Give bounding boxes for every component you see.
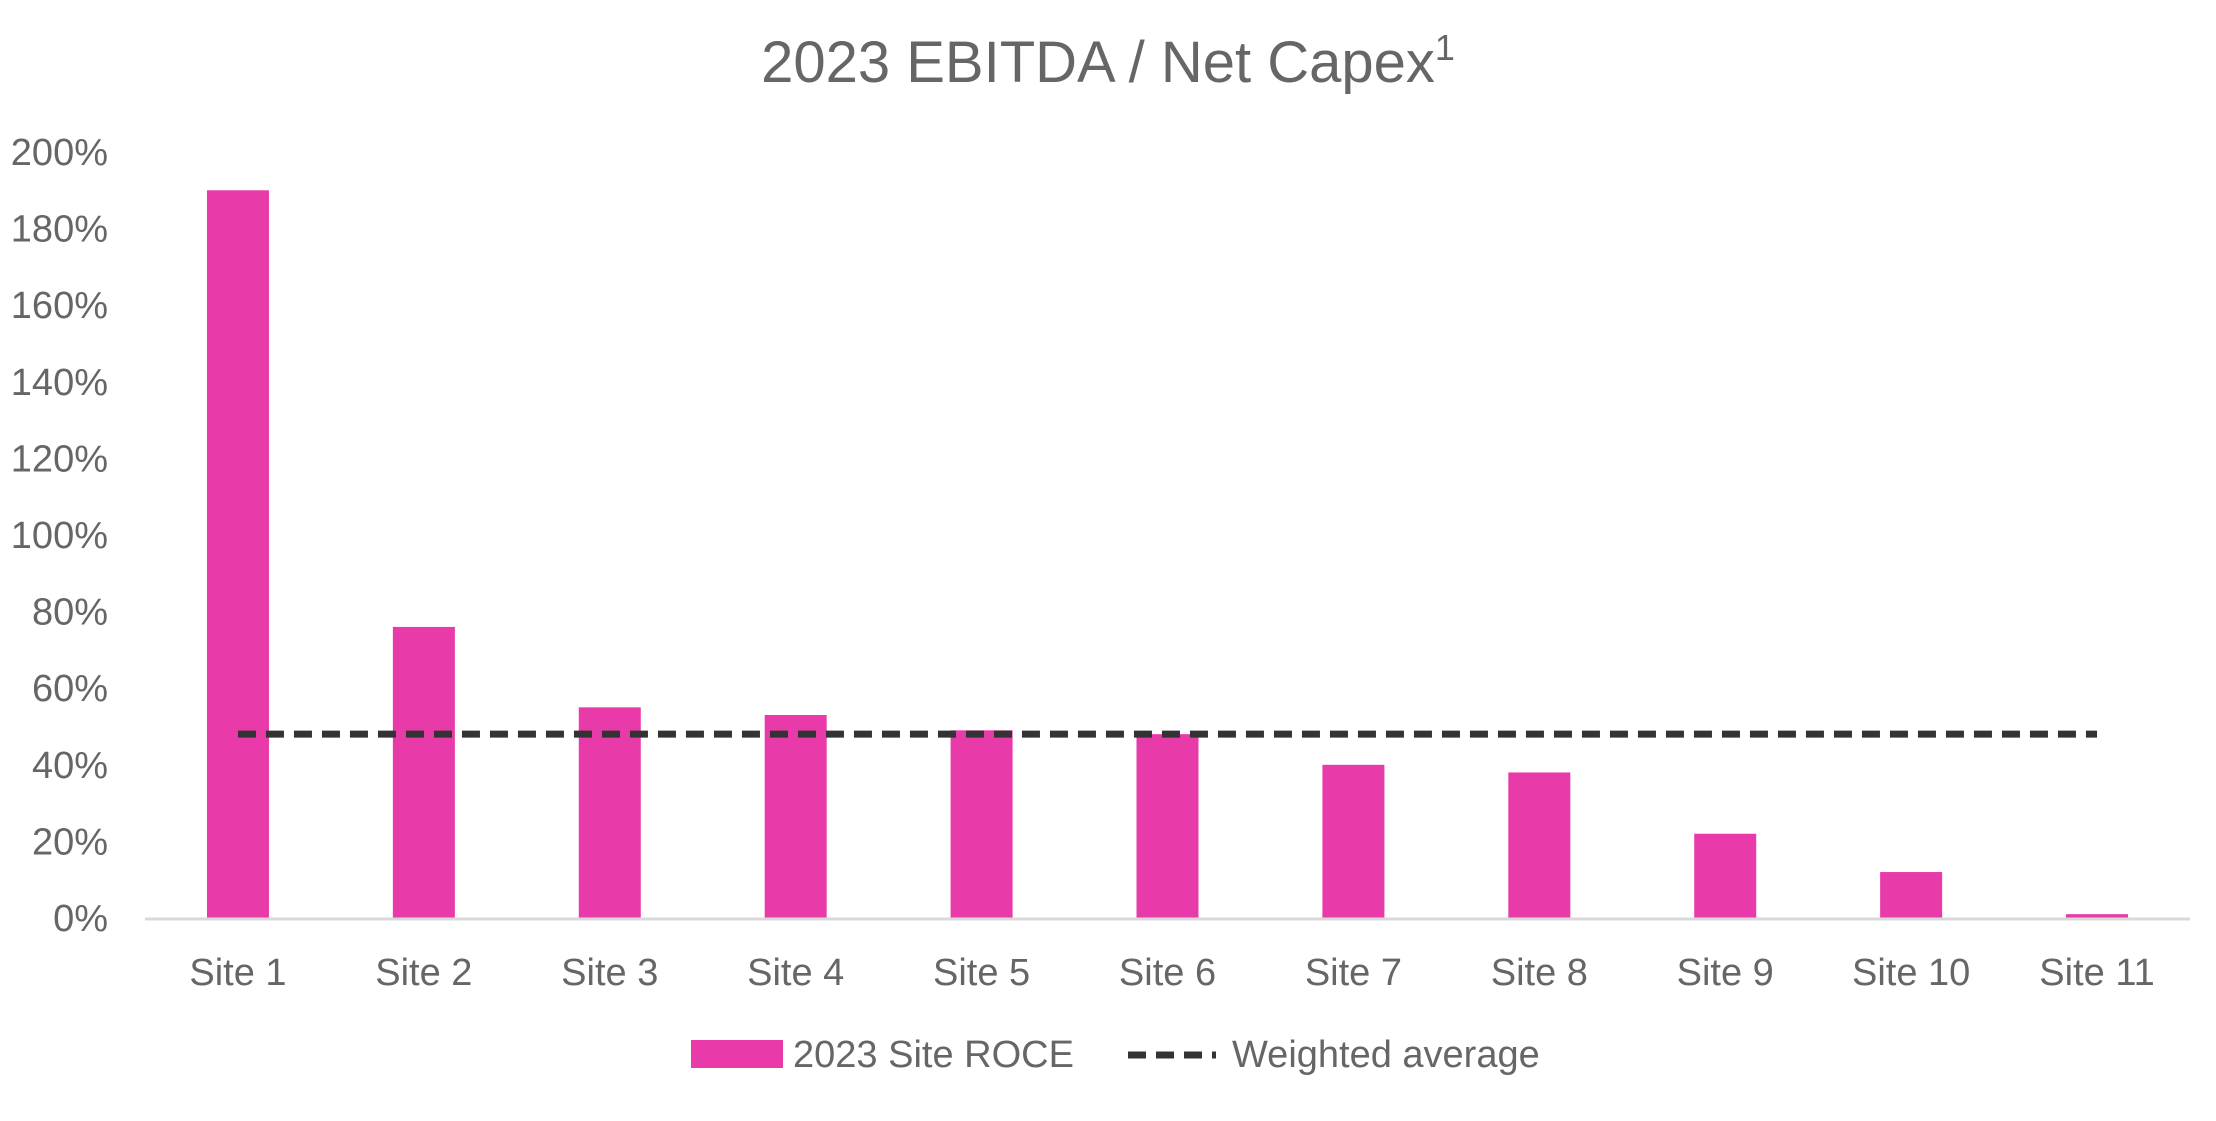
bar [392,626,455,918]
legend-bar-swatch [691,1040,783,1068]
bar [1322,764,1385,918]
bar [764,715,827,918]
y-tick-label: 200% [11,132,108,174]
chart-title-text: 2023 EBITDA / Net Capex [761,30,1435,95]
chart-title-superscript: 1 [1435,27,1455,68]
bar [206,190,269,919]
y-tick-label: 60% [32,668,108,710]
bar [578,707,641,918]
y-tick-label: 80% [32,592,108,634]
x-axis-ticks: Site 1 Site 2 Site 3 Site 4 Site 5 Site 6 Site… [189,952,2154,994]
y-tick-label: 180% [11,209,108,251]
bar [2066,914,2129,918]
legend-bar-label: 2023 Site ROCE [793,1034,1074,1076]
y-tick-label: 20% [32,821,108,863]
x-tick-label: Site 6 [1119,952,1216,994]
y-tick-label: 0% [53,898,108,940]
x-tick-label: Site 11 [2039,952,2154,994]
x-tick-label: Site 8 [1491,952,1588,994]
x-tick-label: Site 10 [1852,952,1970,994]
x-tick-label: Site 3 [561,952,658,994]
x-tick-label: Site 4 [747,952,844,994]
x-tick-label: Site 7 [1305,952,1402,994]
y-tick-label: 100% [11,515,108,557]
x-tick-label: Site 5 [933,952,1030,994]
y-tick-label: 40% [32,745,108,787]
bar [1136,734,1199,918]
y-axis-ticks: 0% 20% 40% 60% 80% 100% 120% 140% 160% 180% 200% [11,132,108,940]
y-tick-label: 120% [11,438,108,480]
bars [206,190,2129,919]
x-tick-label: Site 2 [375,952,472,994]
x-tick-label: Site 9 [1677,952,1774,994]
chart-title: 2023 EBITDA / Net Capex1 [761,27,1455,95]
bar [950,730,1013,918]
bar [1508,772,1571,918]
x-tick-label: Site 1 [189,952,286,994]
y-tick-label: 140% [11,362,108,404]
bar [1880,872,1943,918]
bar [1694,833,1757,918]
legend-line-label: Weighted average [1232,1034,1540,1076]
legend: 2023 Site ROCE Weighted average [691,1034,1540,1076]
y-tick-label: 160% [11,285,108,327]
